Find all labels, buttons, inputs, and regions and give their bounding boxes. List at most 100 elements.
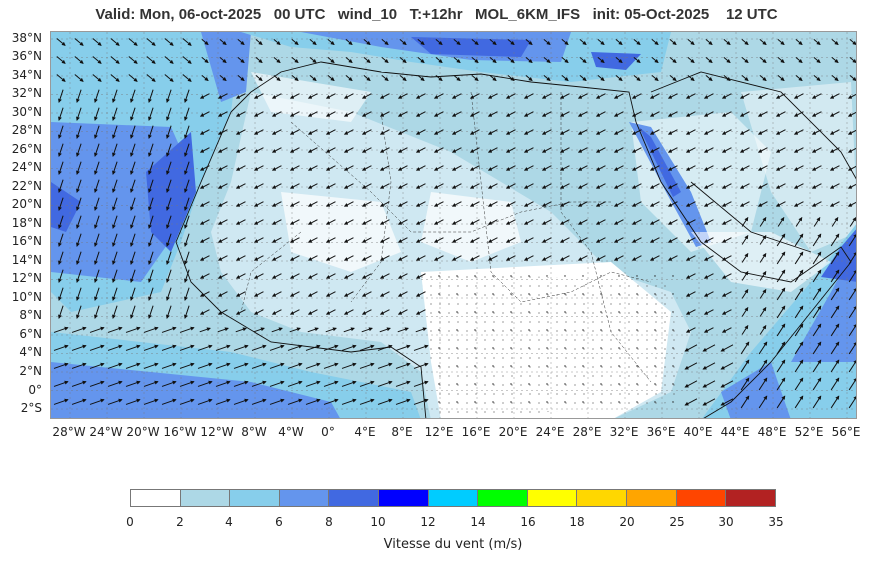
wind-arrow [776,251,786,265]
colorbar-tick: 16 [520,515,536,529]
wind-arrow [253,237,264,243]
wind-arrow [684,344,698,352]
wind-arrow [58,179,64,193]
wind-arrow [759,252,767,263]
wind-arrow [343,255,354,261]
wind-arrow [777,56,785,64]
wind-arrow [112,143,118,157]
wind-arrow [235,273,246,279]
wind-arrow [397,309,408,315]
wind-arrow [451,147,462,153]
wind-arrow [848,287,856,301]
wind-arrow [197,380,213,387]
wind-arrow [595,219,606,225]
calm-dot [492,275,494,277]
wind-arrow [397,255,408,261]
wind-arrow [685,165,696,171]
wind-arrow [577,147,588,153]
wind-arrow [775,165,786,171]
wind-arrow [720,362,734,370]
wind-arrow [130,233,136,247]
lon-label: 56°E [831,425,861,439]
calm-dot [438,293,440,295]
wind-arrow [377,362,393,369]
wind-arrow [379,309,390,315]
wind-arrow [235,219,246,225]
wind-arrow [148,269,154,283]
lon-label: 16°W [163,425,197,439]
wind-arrow [703,93,714,99]
wind-arrow [451,129,462,135]
wind-arrow [184,179,190,193]
wind-arrow [595,129,606,135]
wind-arrow [649,147,660,153]
wind-arrow [849,216,856,227]
wind-arrow [379,165,390,171]
wind-arrow [812,323,822,337]
calm-dot [438,329,440,331]
wind-arrow [235,129,246,135]
wind-arrow [451,93,462,99]
wind-arrow [703,255,714,261]
colorbar-segment [179,490,230,506]
wind-arrow [541,147,552,153]
wind-arrow [271,165,282,171]
wind-arrow [703,165,714,171]
wind-arrow [343,309,354,315]
wind-arrow [812,287,822,301]
lat-label: 14°N [11,253,42,267]
wind-arrow [758,341,768,355]
wind-arrow [469,111,480,117]
wind-arrow [417,56,425,64]
wind-arrow [377,344,393,351]
wind-arrow [684,398,698,406]
wind-map [50,31,857,419]
wind-arrow [830,305,840,319]
calm-dot [528,329,530,331]
wind-arrow [794,395,804,409]
wind-arrow [273,74,281,82]
wind-arrow [487,165,498,171]
wind-arrow [669,74,677,82]
wind-arrow [577,219,588,225]
wind-arrow [487,147,498,153]
wind-arrow [143,398,159,405]
wind-arrow [559,183,570,189]
wind-arrow [359,362,375,369]
wind-arrow [58,305,64,319]
calm-dot [636,275,638,277]
colorbar-tick: 14 [470,515,486,529]
wind-arrow [451,255,462,261]
wind-arrow [451,165,462,171]
wind-arrow [813,74,821,82]
wind-arrow [721,255,732,261]
colorbar-segment [229,490,279,506]
wind-arrow [831,216,839,227]
wind-arrow [703,219,714,225]
wind-arrow [685,129,696,135]
wind-arrow [94,269,100,283]
wind-arrow [76,269,82,283]
wind-arrow [361,255,372,261]
wind-arrow [289,165,300,171]
wind-arrow [361,165,372,171]
wind-arrow [721,129,732,135]
calm-dot [600,311,602,313]
wind-arrow [271,327,283,333]
wind-arrow [523,165,534,171]
calm-dot [546,293,548,295]
wind-arrow [217,273,228,279]
wind-arrow [559,147,570,153]
wind-arrow [776,287,786,301]
wind-arrow [289,129,300,135]
wind-arrow [685,309,696,315]
wind-arrow [561,38,569,46]
wind-arrow [199,255,210,261]
calm-dot [564,347,566,349]
wind-arrow [523,237,534,243]
wind-arrow [182,38,192,46]
calm-dot [582,275,584,277]
calm-dot [510,275,512,277]
wind-arrow [217,111,228,117]
wind-arrow [489,38,497,46]
